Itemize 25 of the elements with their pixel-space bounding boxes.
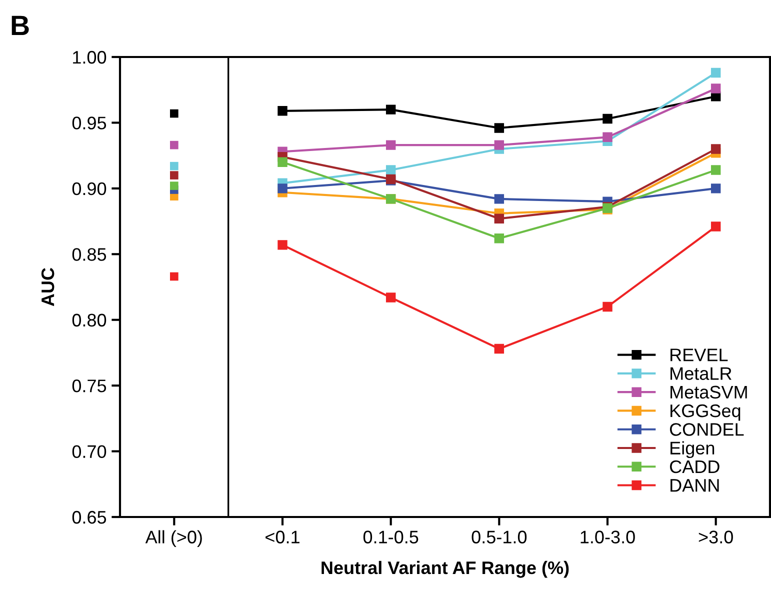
y-axis-title: AUC <box>41 268 54 306</box>
y-tick-label: 0.70 <box>72 445 106 458</box>
x-tick-label: <0.1 <box>266 530 300 544</box>
legend-label: REVEL <box>670 348 728 362</box>
x-tick-label: 0.1-0.5 <box>363 530 418 544</box>
x-tick-label: 1.0-3.0 <box>580 530 635 544</box>
legend-label: Eigen <box>670 441 714 458</box>
x-tick-label: >3.0 <box>698 530 733 544</box>
legend-label: CONDEL <box>670 423 744 436</box>
y-tick-label: 0.80 <box>72 314 106 327</box>
y-tick-label: 0.65 <box>72 510 106 524</box>
legend-label: MetaLR <box>670 367 732 380</box>
legend-label: CADD <box>670 460 720 474</box>
y-tick-label: 1.00 <box>73 50 106 64</box>
legend-label: DANN <box>670 479 719 492</box>
y-tick-label: 0.85 <box>72 248 106 261</box>
y-tick-label: 0.75 <box>72 380 106 392</box>
chart-title: B <box>12 16 29 35</box>
y-tick-label: 0.90 <box>72 182 106 196</box>
x-tick-label: All (>0) <box>145 530 202 548</box>
x-axis-title: Neutral Variant AF Range (%) <box>322 560 569 578</box>
legend-label: MetaSVM <box>670 386 747 399</box>
y-tick-label: 0.95 <box>72 116 106 130</box>
x-tick-label: 0.5-1.0 <box>472 530 527 544</box>
legend-label: KGGSeq <box>670 404 740 421</box>
